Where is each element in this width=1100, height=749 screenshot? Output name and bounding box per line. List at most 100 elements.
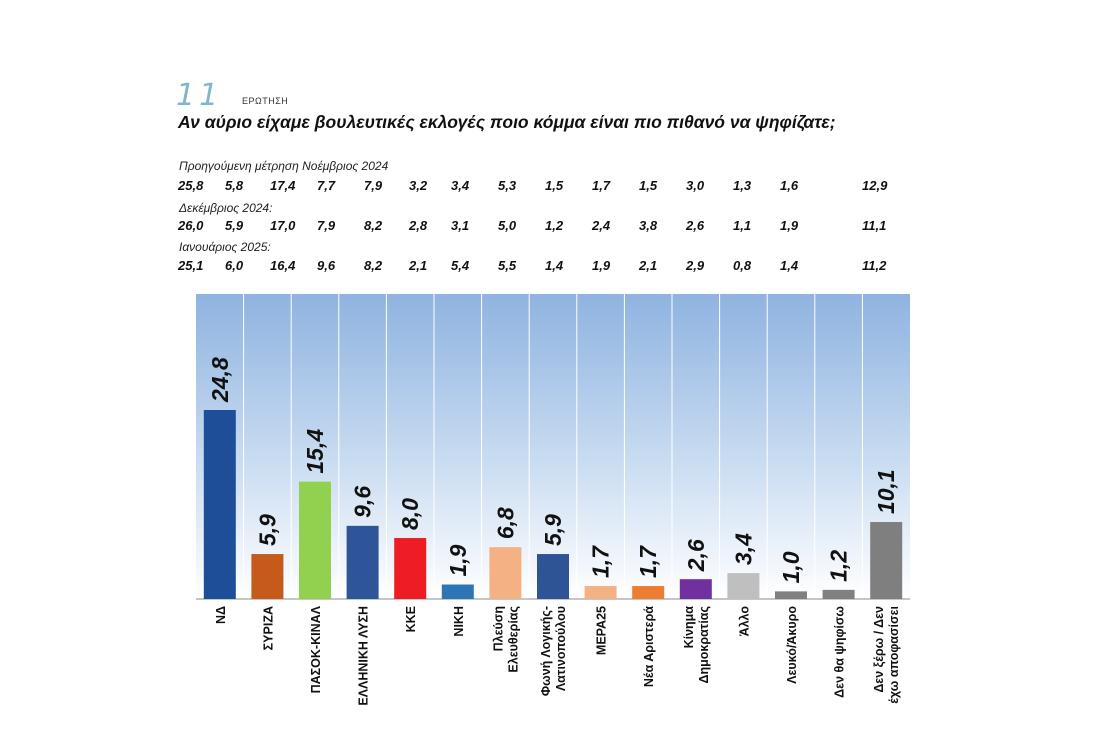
previous-measurement-value: 7,9 xyxy=(317,218,336,233)
previous-measurement-value: 7,9 xyxy=(364,178,383,193)
previous-measurement-value: 1,7 xyxy=(592,178,611,193)
category-label: ΜΕΡΑ25 xyxy=(595,606,609,655)
previous-measurement-value: 1,9 xyxy=(592,258,611,273)
previous-measurement-label: Προηγούμενη μέτρηση Νοέμβριος 2024 xyxy=(179,159,389,173)
previous-measurement-value: 2,4 xyxy=(592,218,611,233)
category-label: Πλεύση xyxy=(491,606,505,651)
previous-measurement-value: 5,8 xyxy=(225,178,244,193)
previous-measurement-value: 0,8 xyxy=(733,258,752,273)
previous-measurement-value: 1,4 xyxy=(545,258,564,273)
bar xyxy=(203,410,236,599)
previous-measurement-value: 2,6 xyxy=(686,218,705,233)
previous-measurement-value: 1,4 xyxy=(780,258,799,273)
previous-measurement-value: 5,3 xyxy=(498,178,517,193)
previous-measurement-value: 1,1 xyxy=(733,218,752,233)
category-label: Ελευθερίας xyxy=(506,606,520,673)
bar-value-label: 24,8 xyxy=(207,357,233,403)
bar xyxy=(537,554,569,599)
previous-measurement-value: 2,9 xyxy=(686,258,705,273)
previous-measurement-value: 1,3 xyxy=(733,178,752,193)
category-label: Δεν θα ψηφίσω xyxy=(833,606,847,698)
question-number: 11 xyxy=(176,78,223,113)
bar xyxy=(346,525,379,599)
category-label: Δεν ξέρω / Δεν xyxy=(872,606,886,693)
previous-measurement-value: 2,1 xyxy=(409,258,428,273)
category-label: ΚΚΕ xyxy=(404,606,418,632)
previous-measurement-value: 12,9 xyxy=(862,178,888,193)
bar-value-label: 1,2 xyxy=(826,550,852,582)
bar xyxy=(584,586,617,599)
category-label: Κίνημα xyxy=(682,606,696,649)
bar xyxy=(251,554,284,599)
bar xyxy=(775,591,807,599)
bar-value-label: 5,9 xyxy=(254,514,280,546)
previous-measurement-value: 2,1 xyxy=(639,258,658,273)
bar-value-label: 8,0 xyxy=(397,498,423,530)
previous-measurement-value: 17,0 xyxy=(270,218,296,233)
bar-value-label: 15,4 xyxy=(302,429,328,474)
bar xyxy=(679,579,712,599)
category-label: Λατινοπούλου xyxy=(554,606,568,691)
category-label: ΝΙΚΗ xyxy=(452,606,466,637)
previous-measurement-value: 3,1 xyxy=(451,218,470,233)
previous-measurement-value: 25,1 xyxy=(178,258,204,273)
bar-value-label: 10,1 xyxy=(873,469,899,514)
previous-measurement-value: 1,5 xyxy=(545,178,564,193)
bar xyxy=(870,522,903,599)
previous-measurement-value: 3,4 xyxy=(451,178,470,193)
category-label: Λευκό/Άκυρο xyxy=(785,606,799,684)
previous-measurement-value: 11,1 xyxy=(862,218,887,233)
category-label: Νέα Αριστερά xyxy=(642,606,656,687)
category-label: Άλλο xyxy=(737,606,751,637)
bar-value-label: 3,4 xyxy=(730,533,756,565)
previous-measurement-value: 3,2 xyxy=(409,178,428,193)
bar-value-label: 1,9 xyxy=(445,544,471,576)
previous-measurement-value: 1,9 xyxy=(780,218,799,233)
previous-measurement-value: 5,9 xyxy=(225,218,244,233)
previous-measurement-value: 5,0 xyxy=(498,218,517,233)
previous-measurement-value: 8,2 xyxy=(364,218,383,233)
bar-value-label: 5,9 xyxy=(540,514,566,546)
bar xyxy=(441,584,474,599)
previous-measurement-value: 1,6 xyxy=(780,178,799,193)
category-label: ΠΑΣΟΚ-ΚΙΝΑΛ xyxy=(309,605,323,693)
previous-measurement-value: 25,8 xyxy=(178,178,204,193)
previous-measurement-value: 1,5 xyxy=(639,178,658,193)
previous-measurement-label: Δεκέμβριος 2024: xyxy=(179,201,273,215)
bar xyxy=(822,589,855,599)
category-label: ΣΥΡΙΖΑ xyxy=(261,606,275,650)
bar-value-label: 1,7 xyxy=(635,545,661,578)
bar-value-label: 9,6 xyxy=(350,486,376,518)
bar xyxy=(632,586,665,599)
bar-value-label: 1,7 xyxy=(588,545,614,578)
bar xyxy=(727,573,760,599)
category-label: Φωνή Λογικής- xyxy=(539,606,553,696)
category-label: ΕΛΛΗΝΙΚΗ ΛΥΣΗ xyxy=(357,606,371,706)
previous-measurement-value: 16,4 xyxy=(270,258,296,273)
previous-measurement-value: 26,0 xyxy=(178,218,204,233)
bar-value-label: 6,8 xyxy=(492,507,518,539)
previous-measurement-value: 6,0 xyxy=(225,258,244,273)
previous-measurement-value: 11,2 xyxy=(862,258,887,273)
previous-measurement-value: 5,5 xyxy=(498,258,517,273)
category-label: Δημοκρατίας xyxy=(697,606,711,684)
previous-measurement-value: 2,8 xyxy=(409,218,428,233)
previous-measurement-value: 7,7 xyxy=(317,178,336,193)
previous-measurement-value: 3,8 xyxy=(639,218,658,233)
bar-value-label: 1,0 xyxy=(778,551,804,583)
previous-measurement-value: 9,6 xyxy=(317,258,336,273)
question-label: ΕΡΩΤΗΣΗ xyxy=(242,96,289,106)
previous-measurement-value: 5,4 xyxy=(451,258,470,273)
bar-value-label: 2,6 xyxy=(683,539,709,572)
question-title: Αν αύριο είχαμε βουλευτικές εκλογές ποιο… xyxy=(178,112,836,132)
bar xyxy=(299,481,331,599)
bar xyxy=(489,547,522,599)
category-label: ΝΔ xyxy=(214,606,228,624)
previous-measurement-value: 17,4 xyxy=(270,178,296,193)
category-label: έχω αποφασίσει xyxy=(887,605,901,703)
previous-measurement-value: 3,0 xyxy=(686,178,705,193)
bar xyxy=(394,538,427,599)
previous-measurement-label: Ιανουάριος 2025: xyxy=(179,240,271,254)
previous-measurement-value: 8,2 xyxy=(364,258,383,273)
